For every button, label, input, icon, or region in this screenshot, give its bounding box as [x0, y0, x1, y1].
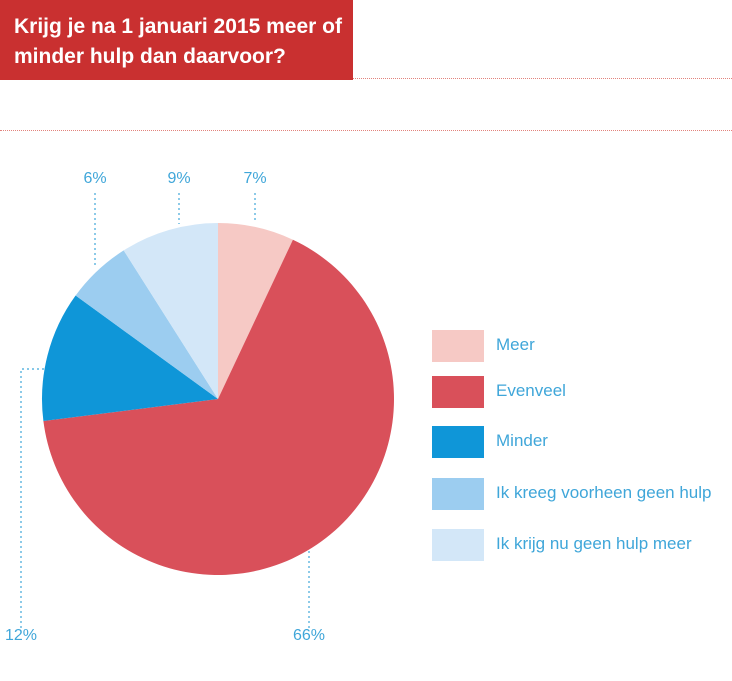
value-label-1: 7%: [243, 170, 266, 187]
pie-slice-4: [75, 250, 218, 399]
legend-item-4: Ik kreeg voorheen geen hulp: [432, 478, 732, 510]
pie-slice-3: [42, 295, 218, 422]
value-label-4: 6%: [83, 170, 106, 187]
pie-slice-5: [123, 223, 218, 399]
legend-swatch: [432, 426, 484, 458]
legend-item-1: Meer: [432, 330, 732, 362]
legend-item-2: Evenveel: [432, 376, 732, 408]
value-label-2: 66%: [293, 627, 325, 644]
legend-swatch: [432, 376, 484, 408]
pie-slice-1: [218, 223, 293, 399]
pie-slice-2: [43, 239, 394, 575]
legend-label: Minder: [496, 431, 548, 450]
legend-swatch: [432, 478, 484, 510]
pie-slices: [42, 223, 394, 575]
legend-item-5: Ik krijg nu geen hulp meer: [432, 529, 732, 561]
legend-item-3: Minder: [432, 426, 732, 458]
value-label-3: 12%: [5, 627, 37, 644]
chart-title-line-2: minder hulp dan daarvoor?: [14, 45, 286, 68]
legend-swatch: [432, 529, 484, 561]
chart-title-box: Krijg je na 1 januari 2015 meer of minde…: [0, 0, 353, 80]
title-divider: [353, 78, 732, 79]
legend-label: Evenveel: [496, 381, 566, 400]
leader-line-3: [20, 368, 45, 628]
legend-label: Meer: [496, 335, 535, 354]
pie-value-labels: 7% 66% 12% 6% 9%: [5, 170, 325, 644]
legend-swatch: [432, 330, 484, 362]
value-label-5: 9%: [167, 170, 190, 187]
legend-label: Ik krijg nu geen hulp meer: [496, 534, 692, 553]
chart-title-line-1: Krijg je na 1 januari 2015 meer of: [14, 15, 342, 38]
pie-leader-lines: [20, 193, 310, 628]
legend-label: Ik kreeg voorheen geen hulp: [496, 483, 712, 502]
section-divider: [0, 130, 732, 131]
